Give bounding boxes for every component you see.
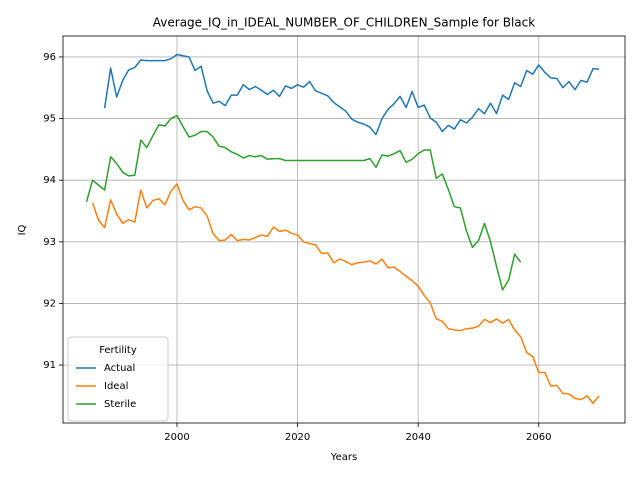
line-series [91, 183, 600, 405]
y-tick-label: 94 [43, 175, 56, 186]
y-tick-label: 92 [43, 298, 56, 309]
y-tick-label: 95 [43, 114, 56, 125]
y-tick-label: 96 [43, 52, 56, 63]
line-series [103, 53, 600, 136]
x-tick-label: 2020 [285, 432, 310, 443]
legend-box [67, 336, 169, 422]
chart-title: Average_IQ_in_IDEAL_NUMBER_OF_CHILDREN_S… [153, 16, 535, 30]
x-tick-label: 2040 [405, 432, 430, 443]
y-axis-label: IQ [17, 224, 28, 235]
plot-frame [62, 35, 626, 424]
legend-title: Fertility [99, 345, 137, 356]
legend-label: Ideal [104, 381, 128, 392]
x-axis-label: Years [330, 452, 357, 463]
y-tick-label: 93 [43, 237, 56, 248]
x-tick-label: 2060 [526, 432, 551, 443]
legend-label: Sterile [104, 399, 136, 410]
legend-label: Actual [104, 363, 135, 374]
line-series [85, 114, 522, 291]
x-tick-label: 2000 [164, 432, 189, 443]
legend: Fertility Actual Ideal Sterile [67, 336, 169, 422]
y-tick-label: 91 [43, 360, 56, 371]
